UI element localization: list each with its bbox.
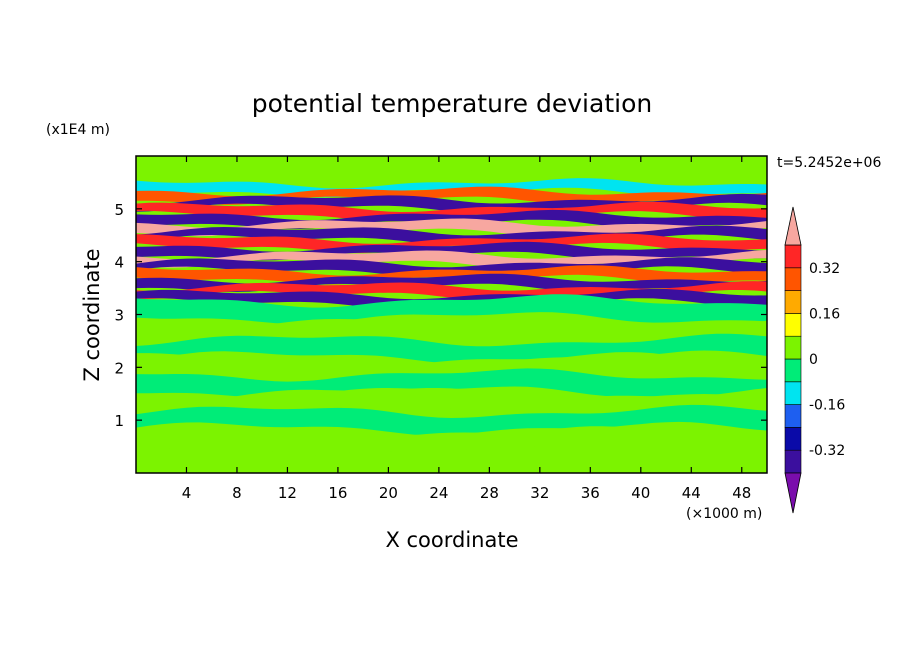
contour-band [136,388,767,417]
x-unit-label: (×1000 m) [686,506,762,522]
contour-band [136,178,767,198]
colorbar-segment [784,358,802,383]
y-tick-label: 1 [114,412,124,430]
x-tick-label: 12 [278,484,297,502]
x-tick-label: 32 [530,484,549,502]
y-tick-label: 2 [114,359,124,377]
contour-band [136,294,767,325]
contour-band [136,186,767,205]
colorbar-segment [784,449,802,474]
contour-band [136,426,767,457]
colorbar-arrow-top [784,206,802,246]
x-tick-label: 44 [682,484,701,502]
colorbar-segment [784,244,802,269]
contour-band [136,233,767,253]
colorbar-tick-label: 0.16 [809,306,840,322]
x-axis-ticks: 4 8 12 16 20 24 28 32 36 40 44 48 [182,156,751,502]
x-tick-label: 4 [182,484,192,502]
y-tick-label: 5 [114,201,124,219]
x-tick-label: 48 [732,484,751,502]
x-tick-label: 8 [232,484,242,502]
y-tick-label: 3 [114,307,124,325]
contour-band [136,288,767,309]
colorbar-tick-label: 0 [809,352,818,368]
contour-band [136,316,767,345]
contour-band [136,273,767,292]
contour-band [136,447,767,473]
time-label: t=5.2452e+06 [777,155,881,171]
contour-band [136,249,767,269]
contour-band [136,404,767,436]
x-tick-label: 16 [328,484,347,502]
colorbar-segment [784,381,802,405]
colorbar-segment [784,427,802,451]
x-axis-label: X coordinate [385,528,518,552]
y-axis-label: Z coordinate [80,248,104,381]
x-tick-label: 24 [429,484,448,502]
colorbar-arrow-bottom [784,472,802,514]
contour-band [136,218,767,237]
contour-band [136,201,767,222]
colorbar-segment [784,404,802,428]
colorbar-segment [784,267,802,291]
contour-band [136,352,767,383]
y-unit-label: (x1E4 m) [46,122,110,138]
colorbar: 0.32 0.16 0 -0.16 -0.32 [784,206,845,514]
colorbar-segment [784,290,802,314]
colorbar-tick-label: 0.32 [809,261,840,277]
y-tick-label: 4 [114,254,124,272]
contour-band [136,162,767,182]
x-tick-label: 28 [480,484,499,502]
x-tick-label: 36 [581,484,600,502]
colorbar-segment [784,335,802,360]
x-tick-label: 40 [631,484,650,502]
chart-title: potential temperature deviation [252,89,652,118]
contour-band [136,265,767,285]
y-axis-ticks: 1 2 3 4 5 [114,201,767,430]
colorbar-tick-label: -0.16 [809,398,845,414]
contour-band [136,257,767,277]
colorbar-segment [784,313,802,337]
colorbar-tick-label: -0.32 [809,443,845,459]
x-tick-label: 20 [379,484,398,502]
contour-field [136,156,767,473]
